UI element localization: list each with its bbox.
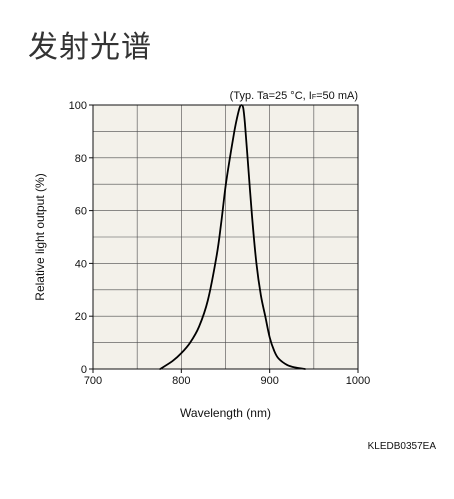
page-title: 发射光谱	[28, 30, 152, 65]
condition-suffix: =50 mA)	[316, 90, 358, 102]
y-tick-labels: 0 20 40 60 80 100	[69, 100, 87, 376]
x-tick-label: 700	[84, 375, 102, 387]
x-tick-label: 800	[172, 375, 190, 387]
condition-subscript: F	[312, 94, 316, 101]
y-tick-label: 100	[69, 100, 87, 112]
condition-prefix: (Typ. Ta=25 °C, I	[230, 90, 312, 102]
axis-ticks	[89, 104, 359, 373]
x-tick-labels: 700 800 900 1000	[84, 375, 370, 387]
y-tick-label: 60	[75, 206, 87, 218]
measurement-condition: (Typ. Ta=25 °C, IF=50 mA)	[230, 90, 358, 102]
x-tick-label: 900	[260, 375, 278, 387]
y-tick-label: 80	[75, 153, 87, 165]
y-tick-label: 40	[75, 258, 87, 270]
y-axis-label: Relative light output (%)	[33, 173, 47, 300]
plot-frame	[92, 104, 359, 370]
document-code: KLEDB0357EA	[368, 441, 437, 452]
y-tick-label: 20	[75, 311, 87, 323]
x-tick-label: 1000	[346, 375, 370, 387]
y-tick-label: 0	[81, 364, 87, 376]
x-axis-label: Wavelength (nm)	[180, 406, 271, 420]
